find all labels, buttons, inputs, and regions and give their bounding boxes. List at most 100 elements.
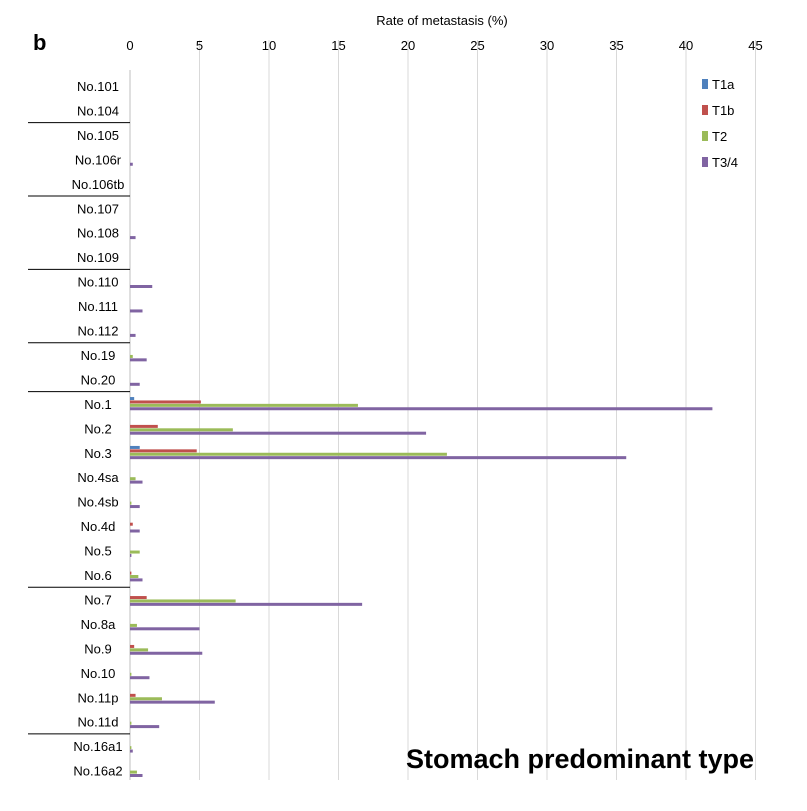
legend-swatch	[702, 105, 708, 115]
bar-t3-4	[130, 578, 143, 582]
bar-t1b	[130, 400, 201, 404]
bar-t2	[130, 721, 132, 725]
bar-t1b	[130, 596, 147, 600]
category-label: No.6	[84, 568, 111, 583]
bar-t3-4	[130, 700, 215, 704]
bar-t2	[130, 746, 132, 750]
bar-t3-4	[130, 676, 150, 680]
bar-t1b	[130, 571, 132, 575]
category-label: No.111	[78, 299, 118, 314]
category-label: No.106tb	[72, 177, 125, 192]
category-label: No.3	[84, 446, 111, 461]
bars	[130, 162, 713, 777]
bar-t2	[130, 575, 139, 578]
legend-swatch	[702, 79, 708, 89]
x-axis-title: Rate of metastasis (%)	[376, 13, 508, 28]
bar-t2	[130, 403, 358, 407]
group-separators	[28, 122, 130, 735]
bar-t2	[130, 428, 233, 432]
category-label: No.109	[77, 250, 119, 265]
legend-label: T1a	[712, 77, 735, 92]
category-label: No.16a1	[73, 739, 122, 754]
bar-t3-4	[130, 382, 140, 386]
category-label: No.4d	[81, 519, 116, 534]
bar-t2	[130, 477, 136, 481]
category-label: No.2	[84, 421, 111, 436]
x-tick-label: 20	[401, 38, 415, 53]
bar-t3-4	[130, 651, 203, 655]
x-tick-label: 5	[196, 38, 203, 53]
bar-t2	[130, 672, 132, 676]
bar-t1b	[130, 424, 158, 428]
x-tick-label: 45	[748, 38, 762, 53]
bar-t3-4	[130, 627, 200, 631]
category-label: No.110	[78, 275, 119, 290]
bar-t3-4	[130, 480, 143, 484]
bar-t3-4	[130, 358, 147, 362]
bar-t1b	[130, 644, 135, 648]
category-label: No.105	[77, 128, 119, 143]
bar-t2	[130, 452, 447, 456]
legend-swatch	[702, 131, 708, 141]
category-label: No.16a2	[73, 764, 122, 779]
bar-t3-4	[130, 285, 153, 288]
bar-t1a	[130, 445, 140, 449]
category-label: No.10	[81, 666, 116, 681]
bar-t2	[130, 770, 137, 774]
category-label: No.1	[84, 397, 111, 412]
x-tick-label: 0	[126, 38, 133, 53]
category-label: No.11p	[78, 690, 119, 705]
bar-t3-4	[130, 162, 133, 166]
bar-t3-4	[130, 553, 132, 557]
category-label: No.112	[78, 324, 119, 339]
bar-t2	[130, 599, 236, 603]
legend: T1a T1b T2 T3/4	[702, 77, 738, 170]
bar-t3-4	[130, 333, 136, 337]
bar-t1b	[130, 693, 136, 697]
legend-swatch	[702, 157, 708, 167]
x-tick-label: 15	[331, 38, 345, 53]
x-tick-label: 40	[679, 38, 693, 53]
bar-t2	[130, 697, 162, 701]
legend-label: T2	[712, 129, 727, 144]
bar-t2	[130, 648, 149, 652]
x-axis-ticks: 0 5 10 15 20 25 30 35 40 45	[126, 38, 762, 53]
x-tick-label: 30	[540, 38, 554, 53]
category-label: No.107	[77, 201, 119, 216]
bar-t3-4	[130, 749, 133, 753]
category-label: No.4sa	[77, 470, 119, 485]
x-tick-label: 10	[262, 38, 276, 53]
bar-t1a	[130, 397, 135, 401]
bar-t3-4	[130, 602, 363, 606]
bar-t2	[130, 354, 133, 358]
chart-subtitle: Stomach predominant type	[406, 744, 755, 774]
bar-t2	[130, 501, 132, 505]
bar-t3-4	[130, 309, 143, 313]
category-label: No.4sb	[77, 495, 118, 510]
bar-t3-4	[130, 505, 140, 509]
category-label: No.19	[81, 348, 116, 363]
legend-label: T3/4	[712, 155, 738, 170]
x-tick-label: 35	[609, 38, 623, 53]
bar-t3-4	[130, 774, 143, 777]
bar-t3-4	[130, 236, 136, 240]
bar-t3-4	[130, 407, 713, 411]
category-label: No.5	[84, 544, 111, 559]
x-tick-label: 25	[470, 38, 484, 53]
bar-t3-4	[130, 725, 160, 729]
category-label: No.104	[77, 103, 119, 118]
bar-t3-4	[130, 529, 140, 533]
category-labels: No.101 No.104 No.105 No.106r No.106tb No.107 N…	[72, 79, 125, 779]
category-label: No.11d	[78, 715, 119, 730]
bar-t3-4	[130, 456, 627, 460]
bar-t2	[130, 550, 140, 554]
bar-t2	[130, 623, 137, 627]
category-label: No.108	[77, 226, 119, 241]
category-label: No.8a	[81, 617, 116, 632]
category-label: No.20	[81, 372, 116, 387]
bar-t1b	[130, 449, 197, 453]
category-label: No.9	[84, 641, 111, 656]
category-label: No.106r	[75, 152, 122, 167]
legend-label: T1b	[712, 103, 734, 118]
